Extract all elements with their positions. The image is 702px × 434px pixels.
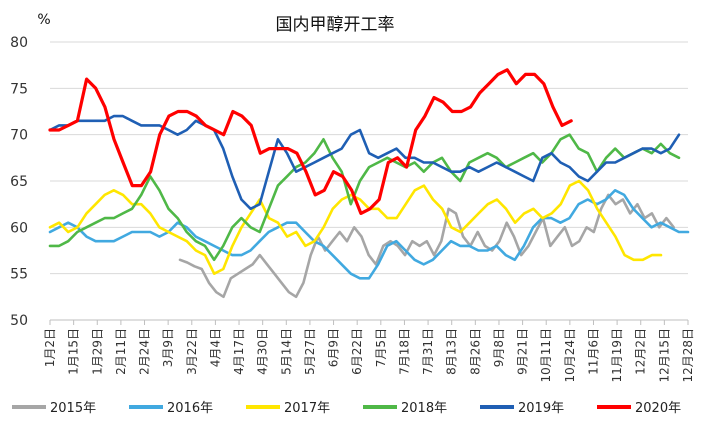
x-tick-label: 12月28日 (681, 328, 695, 383)
y-tick-label: 50 (10, 313, 28, 329)
x-tick-label: 10月24日 (563, 328, 577, 383)
x-tick-label: 12月15日 (657, 328, 671, 383)
legend-label: 2018年 (401, 401, 447, 416)
legend: 2015年 2016年 2017年 2018年 2019年 2020年 (12, 401, 681, 416)
x-tick-label: 11月6日 (586, 328, 600, 375)
legend-label: 2015年 (50, 401, 96, 416)
series-line (48, 114, 681, 211)
x-tick-label: 5月14日 (279, 328, 293, 375)
y-tick-label: 75 (10, 81, 28, 97)
legend-label: 2020年 (635, 401, 681, 416)
y-tick-label: 65 (10, 174, 28, 190)
x-tick-label: 8月26日 (468, 328, 482, 375)
x-tick-label: 5月27日 (303, 328, 317, 375)
x-tick-label: 7月18日 (397, 328, 411, 375)
x-tick-label: 9月8日 (492, 328, 506, 367)
y-tick-label: 80 (10, 35, 28, 51)
x-tick-label: 7月5日 (374, 328, 388, 367)
x-tick-label: 7月31日 (421, 328, 435, 375)
y-tick-label: 55 (10, 267, 28, 283)
legend-label: 2019年 (518, 401, 564, 416)
x-tick-label: 10月11日 (539, 328, 553, 383)
x-tick-label: 3月22日 (185, 328, 199, 375)
x-tick-label: 9月21日 (516, 328, 530, 375)
series-line (178, 193, 676, 299)
x-tick-label: 8月13日 (445, 328, 459, 375)
y-tick-label: 60 (10, 220, 28, 236)
legend-label: 2017年 (284, 401, 330, 416)
x-tick-label: 1月2日 (43, 328, 57, 367)
x-tick-label: 11月19日 (610, 328, 624, 383)
x-tick-label: 1月29日 (90, 328, 104, 375)
x-tick-label: 1月15日 (67, 328, 81, 375)
chart-title: 国内甲醇开工率 (276, 15, 395, 35)
series-line (48, 189, 690, 280)
x-tick-label: 6月22日 (350, 328, 364, 375)
series-lines (48, 68, 690, 299)
grid (50, 41, 688, 321)
x-tick-label: 2月11日 (114, 328, 128, 375)
series-line (48, 133, 681, 262)
x-tick-label: 6月9日 (327, 328, 341, 367)
x-tick-label: 4月17日 (232, 328, 246, 375)
y-tick-label: 70 (10, 128, 28, 144)
legend-label: 2016年 (167, 401, 213, 416)
x-tick-label: 4月30日 (256, 328, 270, 375)
y-axis: 50 55 60 65 70 75 80 (10, 35, 28, 329)
series-line (48, 68, 573, 215)
x-tick-label: 4月4日 (208, 328, 222, 367)
x-axis: 1月2日 1月15日 1月29日 2月11日 2月24日 3月9日 3月22日 4月4日 4月1… (43, 319, 695, 383)
x-tick-label: 3月9日 (161, 328, 175, 367)
x-tick-label: 2月24日 (138, 328, 152, 375)
x-tick-label: 12月2日 (634, 328, 648, 375)
y-axis-unit: % (37, 12, 50, 28)
